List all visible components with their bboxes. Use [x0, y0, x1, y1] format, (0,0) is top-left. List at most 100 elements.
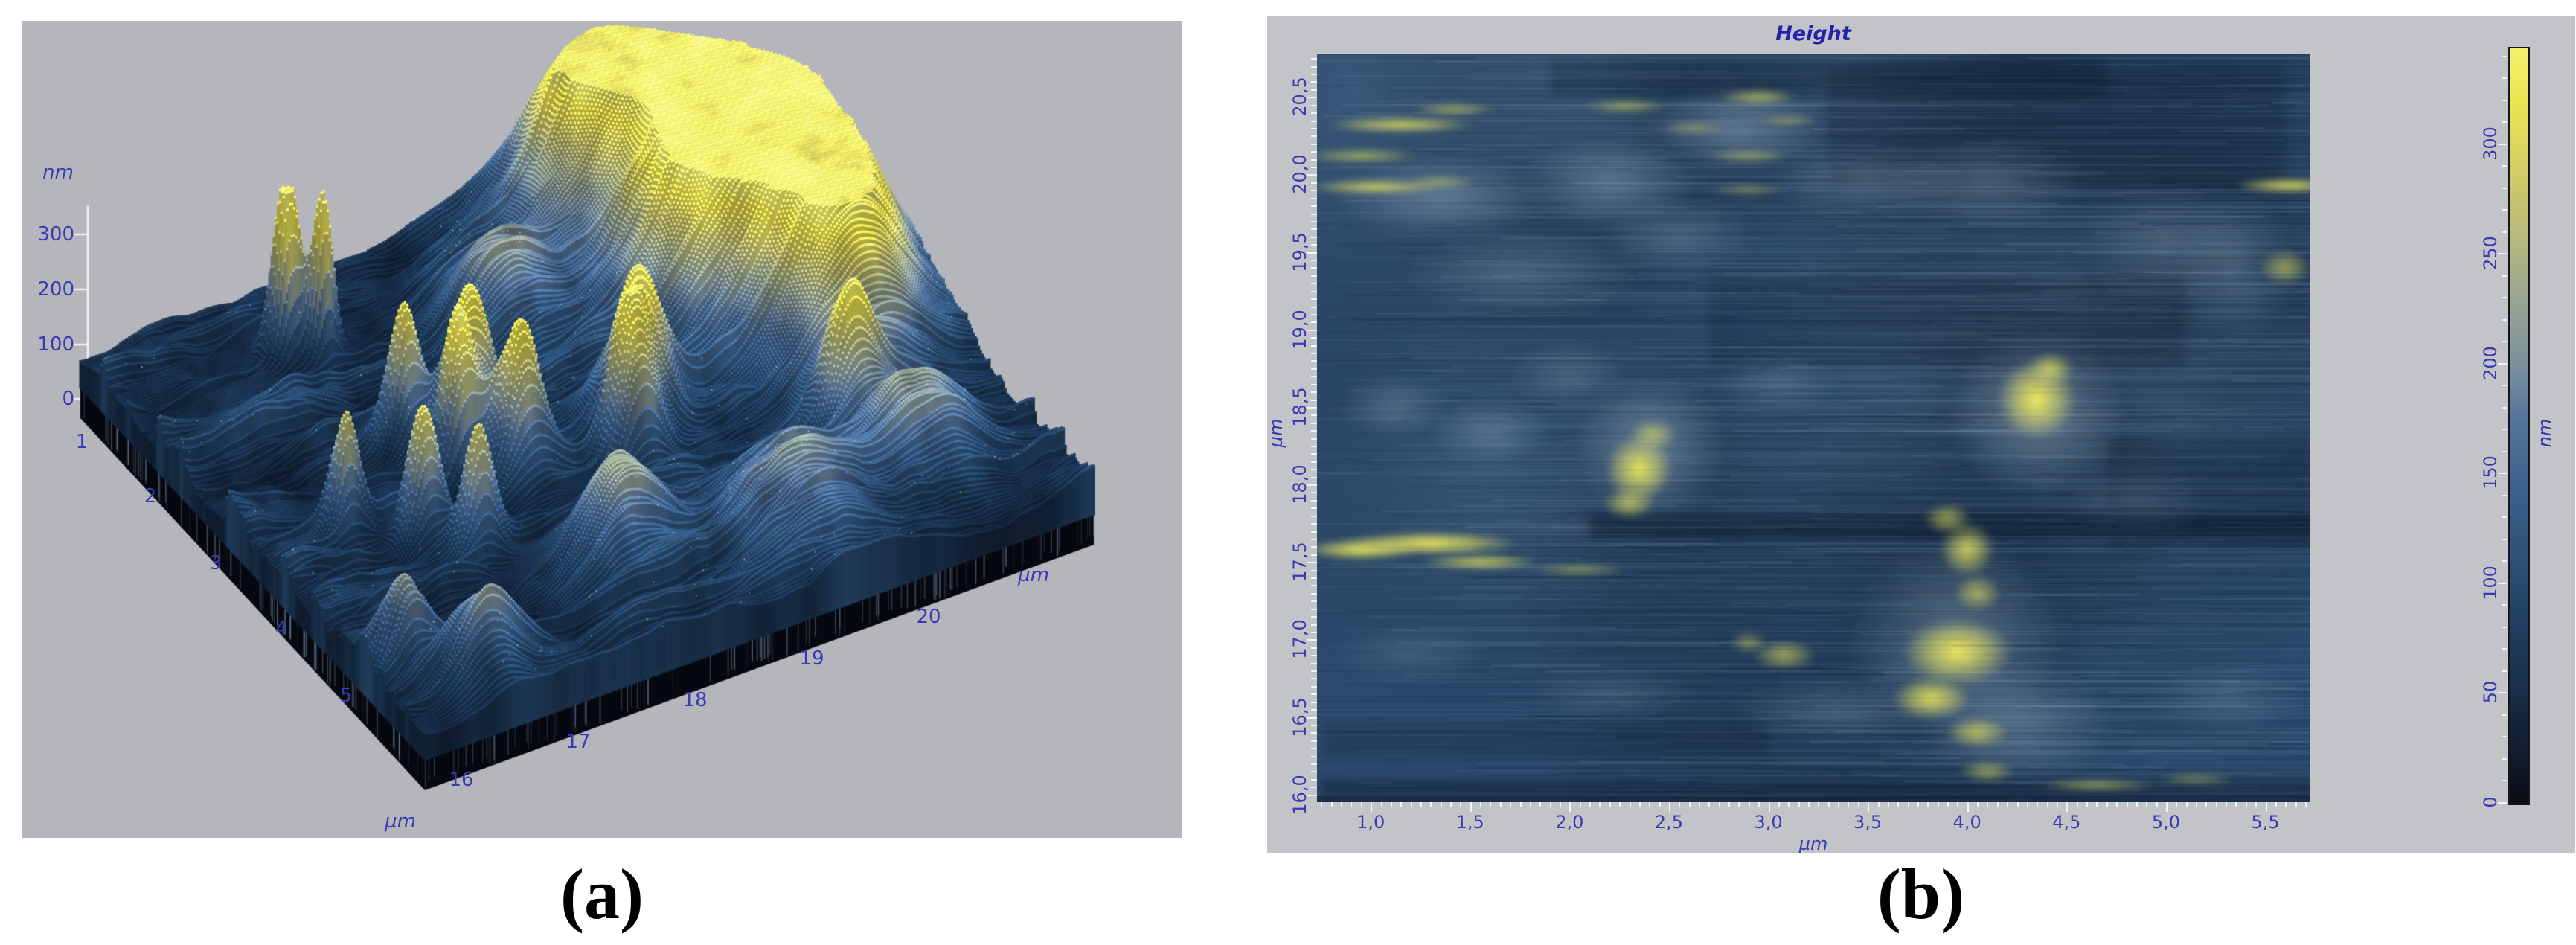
- axis-tick-mark: [1668, 802, 1670, 812]
- axis-tick-mark: [1311, 531, 1317, 533]
- axis-tick-mark: [1887, 802, 1889, 807]
- axis-tick-mark: [1619, 802, 1621, 807]
- axis-tick-mark: [1311, 345, 1317, 347]
- axis-tick-mark: [1609, 802, 1611, 807]
- axis-tick-mark: [1351, 802, 1353, 807]
- axis-tick-mark: [1311, 577, 1317, 580]
- axis-tick-mark: [2498, 362, 2507, 365]
- axis-tick-mark: [1311, 787, 1317, 789]
- axis-tick-mark: [2502, 560, 2507, 563]
- axis-tick-mark: [1311, 740, 1317, 742]
- axis-tick-mark: [1311, 538, 1317, 540]
- axis-tick-mark: [1937, 802, 1939, 807]
- axis-tick-mark: [1307, 484, 1317, 487]
- colorbar-tick-label: 300: [2480, 126, 2501, 161]
- panel-a-z-tick-label: 100: [37, 333, 74, 356]
- axis-tick-mark: [1307, 252, 1317, 254]
- axis-tick-mark: [2502, 538, 2507, 540]
- panel-b-y-tick-label: 19,0: [1289, 310, 1310, 350]
- panel-a-x-axis-unit: µm: [385, 810, 416, 833]
- panel-a-y-tick-label: 18: [682, 689, 708, 711]
- panel-b-x-tick-label: 3,5: [1853, 812, 1883, 833]
- colorbar-tick-label: 50: [2480, 681, 2501, 704]
- axis-tick-mark: [2046, 802, 2048, 807]
- axis-tick-mark: [1539, 802, 1542, 807]
- axis-tick-mark: [1311, 430, 1317, 432]
- axis-tick-mark: [2502, 626, 2507, 628]
- axis-tick-mark: [1311, 763, 1317, 765]
- axis-tick-mark: [1868, 802, 1870, 812]
- heightmap-canvas: [1317, 54, 2310, 802]
- axis-tick-mark: [1599, 802, 1601, 807]
- axis-tick-mark: [1311, 127, 1317, 129]
- axis-tick-mark: [1360, 802, 1362, 807]
- axis-tick-mark: [2126, 802, 2128, 807]
- axis-tick-mark: [1400, 802, 1403, 807]
- axis-tick-mark: [2498, 472, 2507, 475]
- axis-tick-mark: [1748, 802, 1750, 807]
- axis-tick-mark: [1311, 89, 1317, 91]
- panel-a-z-tick-label: 300: [37, 223, 74, 246]
- axis-tick-mark: [1390, 802, 1392, 807]
- axis-tick-mark: [2076, 802, 2078, 807]
- panel-b-x-tick-label: 2,5: [1654, 812, 1684, 833]
- axis-tick-mark: [1311, 748, 1317, 750]
- axis-tick-mark: [2502, 165, 2507, 167]
- axis-tick-mark: [1311, 74, 1317, 76]
- axis-tick-mark: [1311, 554, 1317, 556]
- caption-a: (a): [560, 854, 644, 934]
- axis-tick-mark: [1311, 236, 1317, 238]
- axis-tick-mark: [1307, 639, 1317, 641]
- axis-tick-mark: [1311, 678, 1317, 680]
- axis-tick-mark: [1311, 616, 1317, 618]
- axis-tick-mark: [2502, 341, 2507, 343]
- axis-tick-mark: [2156, 802, 2158, 807]
- axis-tick-mark: [2275, 802, 2277, 807]
- panel-b-y-tick-label: 16,0: [1289, 774, 1310, 815]
- axis-tick-mark: [1311, 360, 1317, 362]
- axis-tick-mark: [1307, 97, 1317, 99]
- axis-tick-mark: [1579, 802, 1581, 807]
- colorbar-tick-label: 0: [2480, 796, 2501, 808]
- axis-tick-mark: [2502, 736, 2507, 738]
- axis-tick-mark: [2502, 714, 2507, 716]
- axis-tick-mark: [1728, 802, 1731, 807]
- axis-tick-mark: [1638, 802, 1641, 807]
- axis-tick-mark: [1311, 445, 1317, 447]
- axis-tick-mark: [2106, 802, 2108, 807]
- colorbar-tick-label: 250: [2480, 236, 2501, 271]
- axis-tick-mark: [2502, 55, 2507, 57]
- axis-tick-mark: [1440, 802, 1442, 807]
- axis-tick-mark: [1519, 802, 1522, 807]
- axis-tick-mark: [2185, 802, 2188, 807]
- axis-tick-mark: [2502, 780, 2507, 782]
- axis-tick-mark: [2146, 802, 2148, 807]
- panel-a-y-axis-unit: µm: [1018, 564, 1049, 586]
- axis-tick-mark: [1311, 81, 1317, 83]
- axis-tick-mark: [1311, 461, 1317, 463]
- panel-b-x-tick-label: 1,5: [1455, 812, 1484, 833]
- axis-tick-mark: [2502, 209, 2507, 211]
- panel-a-x-tick-label: 2: [144, 485, 157, 507]
- axis-tick-mark: [1311, 283, 1317, 285]
- axis-tick-mark: [2016, 802, 2019, 807]
- axis-tick-mark: [2037, 802, 2039, 807]
- axis-tick-mark: [2498, 692, 2507, 694]
- axis-tick-mark: [1529, 802, 1531, 807]
- panel-a-z-tick-label: 200: [37, 278, 74, 301]
- caption-b: (b): [1877, 854, 1965, 934]
- axis-tick-mark: [1758, 802, 1760, 807]
- panel-a-x-tick-label: 1: [75, 431, 89, 453]
- axis-tick-mark: [1838, 802, 1840, 807]
- axis-tick-mark: [1917, 802, 1919, 807]
- panel-a-z-axis-title: nm: [42, 161, 74, 184]
- panel-b-y-tick-label: 17,5: [1289, 542, 1310, 582]
- axis-tick-mark: [2502, 494, 2507, 496]
- axis-tick-mark: [1311, 65, 1317, 68]
- axis-tick-mark: [1311, 662, 1317, 664]
- panel-a-y-tick-label: 16: [449, 769, 474, 791]
- axis-tick-mark: [1371, 802, 1373, 812]
- axis-tick-mark: [1311, 244, 1317, 246]
- axis-tick-mark: [2255, 802, 2258, 807]
- heightmap-title: Height: [1775, 22, 1851, 45]
